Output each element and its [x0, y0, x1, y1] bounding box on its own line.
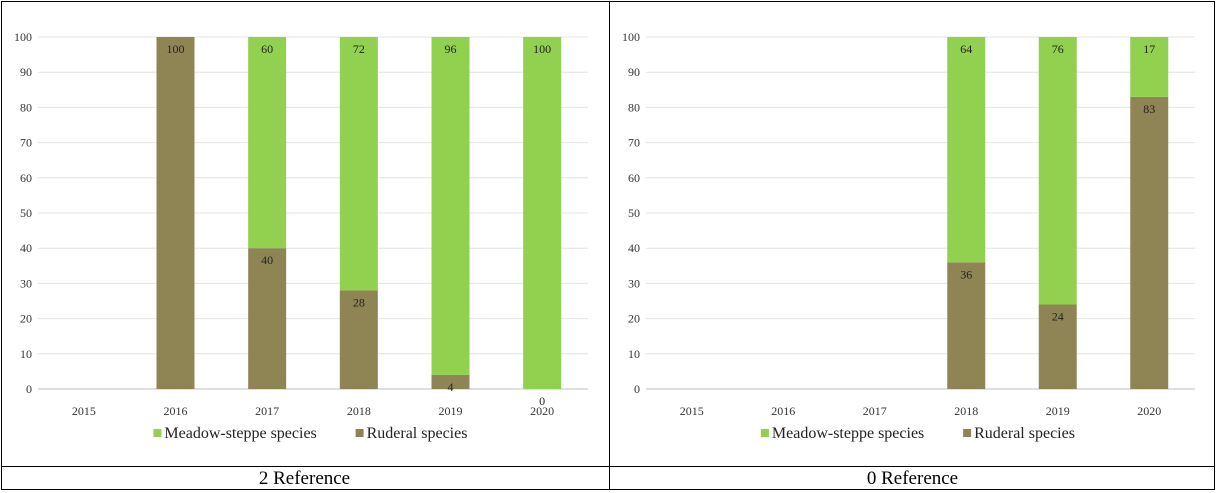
bar-ruderal: [947, 262, 986, 389]
data-label-ruderal: 40: [261, 253, 273, 267]
y-tick-label: 70: [20, 136, 32, 150]
bar-ruderal: [1130, 96, 1169, 389]
y-tick-label: 80: [628, 100, 640, 114]
data-label-ruderal: 24: [1052, 310, 1064, 324]
legend-swatch-ruderal: [355, 429, 364, 437]
x-tick-label: 2019: [1046, 404, 1070, 418]
y-tick-label: 30: [20, 276, 32, 290]
y-tick-label: 30: [628, 276, 640, 290]
x-tick-label: 2019: [439, 404, 463, 418]
y-tick-label: 0: [634, 382, 640, 396]
y-tick-label: 20: [628, 312, 640, 326]
data-label-ruderal: 4: [448, 380, 454, 394]
bar-meadow-steppe: [339, 37, 378, 291]
stacked-bar-chart-left: 0102030405060708090100201510020164060201…: [14, 30, 588, 442]
y-tick-label: 90: [628, 65, 640, 79]
data-label-meadow-steppe: 76: [1052, 42, 1064, 56]
x-tick-label: 2016: [771, 404, 795, 418]
legend-swatch-meadow-steppe: [760, 429, 769, 437]
y-tick-label: 20: [20, 312, 32, 326]
data-label-ruderal: 0: [539, 394, 545, 408]
y-tick-label: 90: [20, 65, 32, 79]
y-tick-label: 0: [26, 382, 32, 396]
legend-swatch-ruderal: [963, 429, 972, 437]
y-tick-label: 80: [20, 100, 32, 114]
data-label-ruderal: 83: [1143, 102, 1155, 116]
y-tick-label: 70: [628, 136, 640, 150]
y-tick-label: 10: [628, 347, 640, 361]
bar-ruderal: [156, 37, 195, 389]
legend-swatch-meadow-steppe: [153, 429, 162, 437]
data-label-meadow-steppe: 17: [1143, 42, 1155, 56]
legend-label-ruderal: Ruderal species: [974, 425, 1075, 442]
x-tick-label: 2020: [1137, 404, 1161, 418]
y-tick-label: 10: [20, 347, 32, 361]
x-tick-label: 2017: [255, 404, 279, 418]
x-tick-label: 2017: [863, 404, 887, 418]
data-label-meadow-steppe: 100: [533, 42, 551, 56]
bar-ruderal: [431, 374, 470, 389]
data-label-meadow-steppe: 72: [353, 42, 365, 56]
bar-ruderal: [1038, 304, 1077, 389]
bar-meadow-steppe: [947, 37, 986, 263]
bar-meadow-steppe: [1038, 37, 1077, 305]
x-tick-label: 2018: [954, 404, 978, 418]
data-label-meadow-steppe: 60: [261, 42, 273, 56]
x-tick-label: 2020: [530, 404, 554, 418]
y-tick-label: 50: [20, 206, 32, 220]
data-label-ruderal: 100: [167, 42, 185, 56]
bar-ruderal: [248, 248, 287, 389]
data-label-ruderal: 28: [353, 295, 365, 309]
x-tick-label: 2018: [347, 404, 371, 418]
bar-meadow-steppe: [248, 37, 287, 249]
bar-meadow-steppe: [431, 37, 470, 375]
legend-label-meadow-steppe: Meadow-steppe species: [772, 425, 924, 442]
legend-label-meadow-steppe: Meadow-steppe species: [164, 425, 316, 442]
stacked-bar-chart-right: 0 10 20 30 40 50 60 70 80 90 100 2015 2016 2017 36 64 20…: [622, 30, 1195, 442]
y-tick-label: 40: [628, 241, 640, 255]
bar-meadow-steppe: [523, 37, 562, 389]
x-tick-label: 2016: [164, 404, 188, 418]
caption-right: 0 Reference: [866, 468, 959, 489]
y-tick-label: 60: [20, 171, 32, 185]
bar-meadow-steppe: [1130, 37, 1169, 97]
y-tick-label: 50: [628, 206, 640, 220]
y-tick-label: 60: [628, 171, 640, 185]
y-tick-label: 100: [622, 30, 640, 44]
x-tick-label: 2015: [680, 404, 704, 418]
caption-left: 2 Reference: [258, 468, 351, 489]
data-label-ruderal: 36: [960, 267, 972, 281]
y-tick-label: 40: [20, 241, 32, 255]
y-tick-label: 100: [14, 30, 32, 44]
data-label-meadow-steppe: 96: [445, 42, 457, 56]
chart-panel-right: 0 10 20 30 40 50 60 70 80 90 100 2015 2016 2017 36 64 20…: [610, 2, 1216, 466]
caption-row-divider: [1, 466, 1215, 467]
legend-label-ruderal: Ruderal species: [367, 425, 468, 442]
bar-ruderal: [339, 290, 378, 389]
column-divider: [609, 1, 610, 490]
data-label-meadow-steppe: 64: [960, 42, 972, 56]
chart-panel-left: 0 10 20 30 40 50 60 70 80 90 100 2015 100 2016 40 60 201…: [2, 2, 608, 466]
x-tick-label: 2015: [72, 404, 96, 418]
